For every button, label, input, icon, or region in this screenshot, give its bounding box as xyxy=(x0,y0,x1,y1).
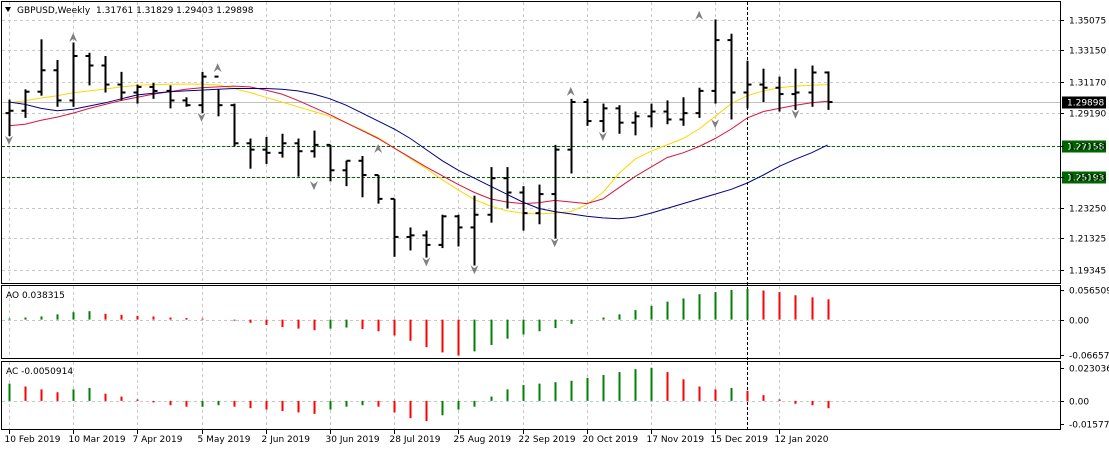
price-panel-frame xyxy=(2,2,1061,284)
x-tick-label: 25 Aug 2019 xyxy=(454,435,512,445)
chart-symbol: GBPUSD,Weekly xyxy=(17,6,91,16)
y-tick-label: 1.27158 xyxy=(1069,143,1106,153)
y-tick-label: 1.35075 xyxy=(1069,17,1106,27)
y-tick-label: 0.00 xyxy=(1069,398,1089,408)
ac-title: AC -0.0050914 xyxy=(6,367,73,377)
x-tick-label: 7 Apr 2019 xyxy=(133,435,183,445)
y-tick-label: 1.33150 xyxy=(1069,47,1106,57)
x-tick-label: 5 May 2019 xyxy=(198,435,251,445)
y-tick-label: -0.0157756 xyxy=(1069,421,1109,431)
x-tick-label: 22 Sep 2019 xyxy=(519,435,576,445)
y-tick-label: 1.29190 xyxy=(1069,110,1106,120)
ac-panel-frame xyxy=(2,362,1061,430)
x-tick-label: 10 Mar 2019 xyxy=(69,435,126,445)
x-tick-label: 20 Oct 2019 xyxy=(583,435,639,445)
x-tick-label: 10 Feb 2019 xyxy=(5,435,61,445)
y-tick-label: 1.21325 xyxy=(1069,235,1106,245)
y-tick-label: 1.25193 xyxy=(1069,174,1106,184)
y-tick-label: 1.19345 xyxy=(1069,267,1106,277)
y-tick-label: 1.31170 xyxy=(1069,79,1106,89)
x-tick-label: 15 Dec 2019 xyxy=(711,435,769,445)
y-tick-label: 0.056509 xyxy=(1069,287,1109,297)
x-tick-label: 17 Nov 2019 xyxy=(647,435,705,445)
x-tick-label: 12 Jan 2020 xyxy=(775,435,829,445)
current-price-label: 1.29898 xyxy=(1067,99,1104,109)
y-tick-label: 1.23250 xyxy=(1069,205,1106,215)
y-tick-label: 0.00 xyxy=(1069,317,1089,327)
ao-title: AO 0.038315 xyxy=(6,291,65,301)
x-tick-label: 28 Jul 2019 xyxy=(390,435,441,445)
y-tick-label: -0.066572 xyxy=(1069,352,1109,362)
ao-panel-frame xyxy=(2,286,1061,359)
chart-ohlc: 1.31761 1.31829 1.29403 1.29898 xyxy=(96,6,254,16)
x-tick-label: 30 Jun 2019 xyxy=(326,435,380,445)
y-tick-label: 0.0230363 xyxy=(1069,365,1109,375)
x-tick-label: 2 Jun 2019 xyxy=(262,435,311,445)
